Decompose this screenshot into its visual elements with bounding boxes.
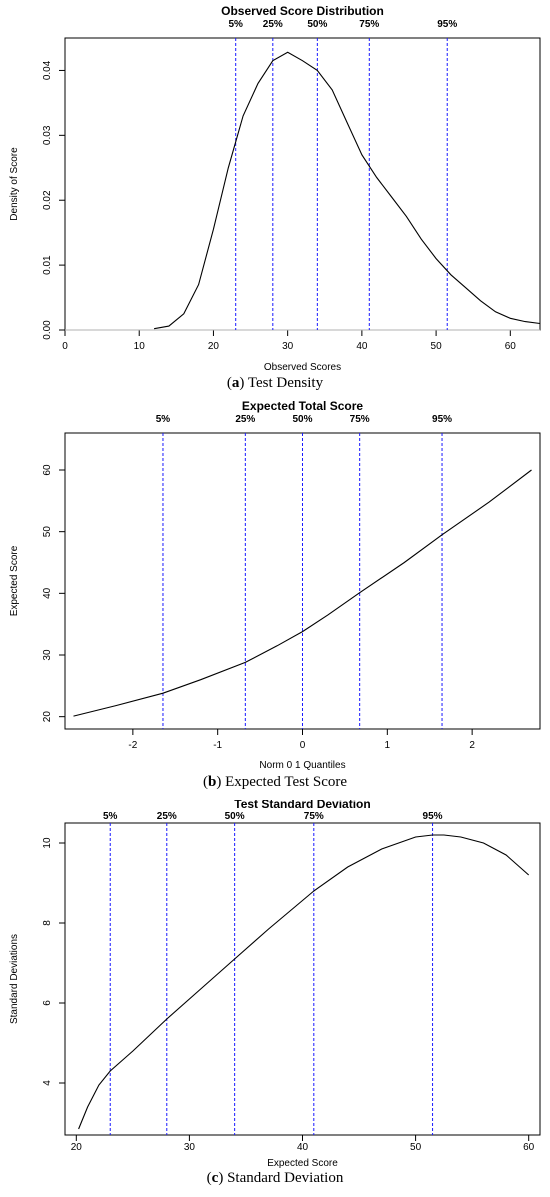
- percentile-label: 95%: [432, 414, 452, 425]
- x-tick-label: 0: [300, 740, 306, 751]
- caption-letter: c: [211, 1170, 219, 1186]
- percentile-label: 5%: [103, 811, 118, 822]
- percentile-markers: 5% 25% 50% 75% 95%: [156, 414, 452, 729]
- y-tick-label: 0.00: [42, 320, 53, 340]
- x-tick-label: 30: [282, 341, 294, 352]
- caption-letter: b: [207, 774, 217, 790]
- percentile-markers: 5% 25% 50% 75% 95%: [103, 811, 443, 1135]
- x-tick-label: -2: [128, 740, 137, 751]
- standard-deviation-chart: Test Standard Deviation 20 30 40 50 60 4 6 8 10 Ex…: [9, 800, 541, 1169]
- y-tick-label: 0.01: [42, 255, 53, 275]
- x-axis-label: Norm 0 1 Quantiles: [259, 760, 345, 771]
- x-axis: 20 30 40 50 60: [71, 1135, 535, 1153]
- expected-score-chart: Expected Total Score -2 -1 0 1 2 20 30 40 50 60 Nor…: [9, 400, 541, 771]
- x-tick-label: 2: [469, 740, 475, 751]
- y-tick-label: 0.04: [42, 60, 53, 80]
- caption-text: Standard Deviation: [227, 1170, 344, 1186]
- x-tick-label: 30: [184, 1142, 196, 1153]
- y-axis: 20 30 40 50 60: [42, 464, 65, 722]
- x-tick-label: 60: [505, 341, 517, 352]
- y-tick-label: 8: [42, 920, 53, 926]
- y-tick-label: 4: [42, 1080, 53, 1086]
- chart-title: Observed Score Distribution: [221, 4, 384, 18]
- y-axis: 4 6 8 10: [42, 837, 65, 1086]
- caption-text: Expected Test Score: [225, 774, 348, 790]
- percentile-label: 75%: [359, 19, 379, 30]
- curve-line: [78, 834, 530, 1130]
- chart-panel-expected-test-score: Expected Total Score -2 -1 0 1 2 20 30 40 50 60 Nor…: [0, 400, 550, 800]
- plot-frame: [64, 822, 541, 1136]
- density-chart: Observed Score Distribution 0 10 20 30 40 50 60…: [9, 4, 541, 372]
- x-axis: -2 -1 0 1 2: [128, 729, 475, 751]
- y-axis: 0.00 0.01 0.02 0.03 0.04: [42, 60, 65, 340]
- x-tick-label: 40: [356, 341, 368, 352]
- percentile-label: 50%: [225, 811, 245, 822]
- x-tick-label: 20: [71, 1142, 83, 1153]
- chart-panel-standard-deviation: Test Standard Deviation 20 30 40 50 60 4 6 8 10 Ex…: [0, 800, 550, 1197]
- y-axis-label: Density of Score: [9, 147, 20, 221]
- percentile-label: 50%: [307, 19, 327, 30]
- percentile-label: 25%: [263, 19, 283, 30]
- percentile-label: 25%: [157, 811, 177, 822]
- x-tick-label: 50: [410, 1142, 422, 1153]
- y-tick-label: 40: [42, 587, 53, 599]
- y-tick-label: 20: [42, 711, 53, 723]
- percentile-markers: 5% 25% 50% 75% 95%: [228, 19, 457, 330]
- y-tick-label: 60: [42, 464, 53, 476]
- y-tick-label: 10: [42, 837, 53, 849]
- percentile-label: 75%: [304, 811, 324, 822]
- percentile-label: 75%: [350, 414, 370, 425]
- curve-line: [73, 469, 532, 717]
- percentile-label: 25%: [235, 414, 255, 425]
- curve-line: [154, 51, 541, 330]
- x-axis-label: Observed Scores: [264, 362, 341, 372]
- caption-test-density: (a) Test Density: [226, 375, 324, 391]
- chart-title: Test Standard Deviation: [234, 800, 370, 811]
- percentile-label: 95%: [423, 811, 443, 822]
- percentile-label: 50%: [292, 414, 312, 425]
- y-tick-label: 0.03: [42, 125, 53, 145]
- y-axis-label: Standard Deviations: [9, 934, 20, 1024]
- caption-expected-test-score: (b) Expected Test Score: [202, 774, 348, 790]
- x-tick-label: 60: [523, 1142, 535, 1153]
- x-axis-label: Expected Score: [267, 1158, 338, 1169]
- x-tick-label: 0: [62, 341, 68, 352]
- x-tick-label: 50: [431, 341, 443, 352]
- caption-text: Test Density: [247, 375, 324, 391]
- chart-title: Expected Total Score: [242, 400, 363, 413]
- x-tick-label: 1: [385, 740, 391, 751]
- caption-letter: a: [231, 375, 240, 391]
- y-tick-label: 6: [42, 1000, 53, 1006]
- x-tick-label: 20: [208, 341, 220, 352]
- chart-panel-test-density: Observed Score Distribution 0 10 20 30 40 50 60…: [0, 0, 550, 400]
- x-tick-label: -1: [213, 740, 222, 751]
- y-tick-label: 30: [42, 649, 53, 661]
- percentile-label: 95%: [437, 19, 457, 30]
- caption-standard-deviation: (c) Standard Deviation: [206, 1170, 344, 1186]
- y-tick-label: 0.02: [42, 190, 53, 210]
- x-axis: 0 10 20 30 40 50 60: [62, 330, 516, 352]
- x-tick-label: 10: [134, 341, 146, 352]
- x-tick-label: 40: [297, 1142, 309, 1153]
- percentile-label: 5%: [228, 19, 243, 30]
- y-tick-label: 50: [42, 526, 53, 538]
- plot-frame: [64, 37, 541, 331]
- y-axis-label: Expected Score: [9, 545, 20, 616]
- percentile-label: 5%: [156, 414, 171, 425]
